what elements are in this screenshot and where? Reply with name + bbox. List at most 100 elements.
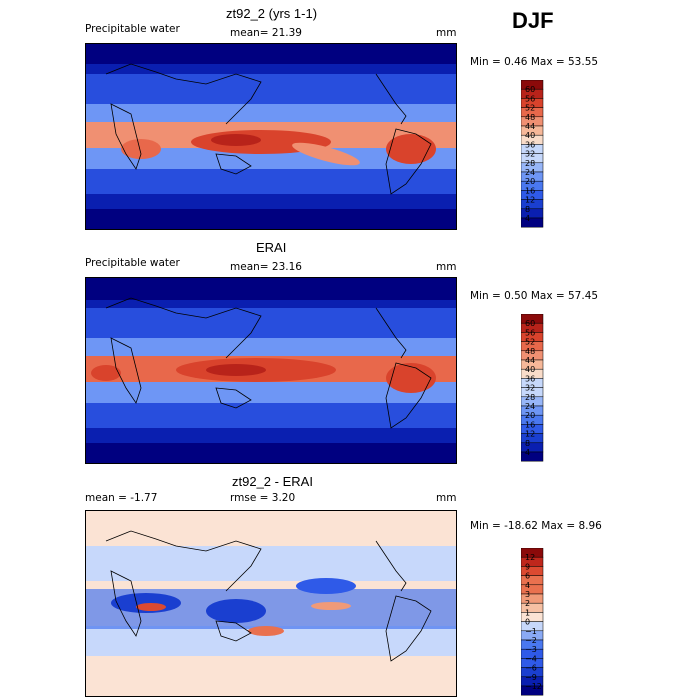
- colorbar-tick-label: 44: [525, 356, 535, 365]
- colorbar-tick-label: 8: [525, 439, 530, 448]
- colorbar-tick-label: 36: [525, 140, 535, 149]
- colorbar-tick-label: 3: [525, 590, 530, 599]
- map-africa: [91, 365, 121, 381]
- colorbar-tick-label: 40: [525, 365, 535, 374]
- map-warmpool-core: [211, 134, 261, 146]
- map-coastlines: [105, 530, 432, 662]
- panel-3-title: zt92_2 - ERAI: [232, 474, 313, 489]
- colorbar-tick-label: 40: [525, 131, 535, 140]
- map-dry-3: [296, 578, 356, 594]
- colorbar-tick-label: −1: [525, 627, 537, 636]
- colorbar-tick-label: −9: [525, 673, 537, 682]
- map-africa: [121, 139, 161, 159]
- colorbar-tick-label: −6: [525, 664, 537, 673]
- colorbar-tick-label: 56: [525, 94, 535, 103]
- panel-3-units-label: mm: [436, 492, 457, 504]
- map-warmpool-core: [206, 364, 266, 376]
- colorbar-tick-label: 4: [525, 214, 530, 223]
- panel-1-variable-label: Precipitable water: [85, 23, 180, 35]
- colorbar-segment: [520, 217, 544, 228]
- map-band-n: [86, 546, 456, 581]
- colorbar-tick-label: 4: [525, 581, 530, 590]
- map-wet-1: [248, 626, 284, 636]
- map-polar-north: [86, 278, 456, 300]
- colorbar-tick-label: 6: [525, 572, 530, 581]
- colorbar-tick-label: 16: [525, 420, 535, 429]
- colorbar-tick-label: 44: [525, 122, 535, 131]
- colorbar-tick-label: 24: [525, 402, 535, 411]
- panel-2-mean-label: mean= 23.16: [230, 261, 302, 273]
- panel-2-title: ERAI: [256, 240, 287, 255]
- colorbar-tick-label: 12: [525, 553, 535, 562]
- panel-2-map: [85, 277, 457, 464]
- colorbar-tick-label: 0: [525, 618, 530, 627]
- colorbar-tick-label: 32: [525, 384, 535, 393]
- colorbar-tick-label: 52: [525, 104, 535, 113]
- colorbar-tick-label: −12: [525, 682, 542, 691]
- panel-1-title: zt92_2 (yrs 1-1): [226, 6, 318, 21]
- panel-1-map: [85, 43, 457, 230]
- colorbar-tick-label: 48: [525, 113, 535, 122]
- panel-2-variable-label: Precipitable water: [85, 257, 180, 269]
- map-coastlines: [105, 63, 432, 195]
- panel-2-colorbar: 60 56 52 48 44 40 36 32 28 24 20 16 12 8 4: [520, 313, 581, 466]
- colorbar-tick-label: −4: [525, 654, 537, 663]
- colorbar-tick-label: 12: [525, 430, 535, 439]
- map-midlat-band-s: [86, 403, 456, 428]
- panel-1-colorbar: 60 56 52 48 44 40 36 32 28 24 20 16 12 8 4: [520, 79, 581, 232]
- colorbar-tick-label: 52: [525, 338, 535, 347]
- panel-2-minmax: Min = 0.50 Max = 57.45: [470, 290, 599, 302]
- panel-3-rmse-label: rmse = 3.20: [230, 492, 296, 504]
- map-amazon: [386, 363, 436, 393]
- colorbar-tick-label: 20: [525, 411, 535, 420]
- colorbar-segment: [520, 685, 544, 696]
- map-wet-2: [136, 603, 166, 611]
- colorbar-tick-label: 60: [525, 319, 535, 328]
- colorbar-tick-label: 24: [525, 168, 535, 177]
- season-label: DJF: [512, 8, 554, 33]
- map-coastlines: [105, 297, 432, 429]
- panel-1-minmax: Min = 0.46 Max = 53.55: [470, 56, 599, 68]
- panel-3-mean-label: mean = -1.77: [85, 492, 158, 504]
- colorbar-tick-label: 32: [525, 150, 535, 159]
- colorbar-tick-label: 56: [525, 328, 535, 337]
- colorbar-tick-label: 28: [525, 159, 535, 168]
- colorbar-tick-label: 16: [525, 186, 535, 195]
- map-polar-south: [86, 443, 456, 463]
- panel-3-map: [85, 510, 457, 697]
- colorbar-tick-label: −2: [525, 636, 537, 645]
- panel-2-units-label: mm: [436, 261, 457, 273]
- colorbar-tick-label: 12: [525, 196, 535, 205]
- panel-1-map-svg: [86, 44, 456, 229]
- map-wet-3: [311, 602, 351, 610]
- colorbar-tick-label: 8: [525, 205, 530, 214]
- map-polar-north: [86, 44, 456, 64]
- panel-3-minmax: Min = -18.62 Max = 8.96: [470, 520, 602, 532]
- panel-1-units-label: mm: [436, 27, 457, 39]
- colorbar-tick-label: 1: [525, 608, 530, 617]
- colorbar-tick-label: 20: [525, 177, 535, 186]
- colorbar-segment: [520, 451, 544, 462]
- colorbar-tick-label: 9: [525, 562, 530, 571]
- colorbar-tick-label: 48: [525, 347, 535, 356]
- map-midlat-band-s: [86, 169, 456, 194]
- colorbar-tick-label: 60: [525, 85, 535, 94]
- colorbar-tick-label: 36: [525, 374, 535, 383]
- map-midlat-band-n: [86, 74, 456, 104]
- panel-2-map-svg: [86, 278, 456, 463]
- panel-1-mean-label: mean= 21.39: [230, 27, 302, 39]
- map-spcz: [292, 142, 360, 166]
- map-polar-south: [86, 209, 456, 229]
- colorbar-tick-label: 28: [525, 393, 535, 402]
- map-dry-2: [206, 599, 266, 623]
- map-amazon: [386, 134, 436, 164]
- colorbar-tick-label: −3: [525, 645, 537, 654]
- colorbar-tick-label: 4: [525, 448, 530, 457]
- colorbar-tick-label: 2: [525, 599, 530, 608]
- panel-3-colorbar: 12 9 6 4 3 2 1 0 −1 −2 −3 −4 −6 −9 −12: [520, 547, 581, 700]
- panel-3-map-svg: [86, 511, 456, 696]
- map-midlat-band-n: [86, 308, 456, 338]
